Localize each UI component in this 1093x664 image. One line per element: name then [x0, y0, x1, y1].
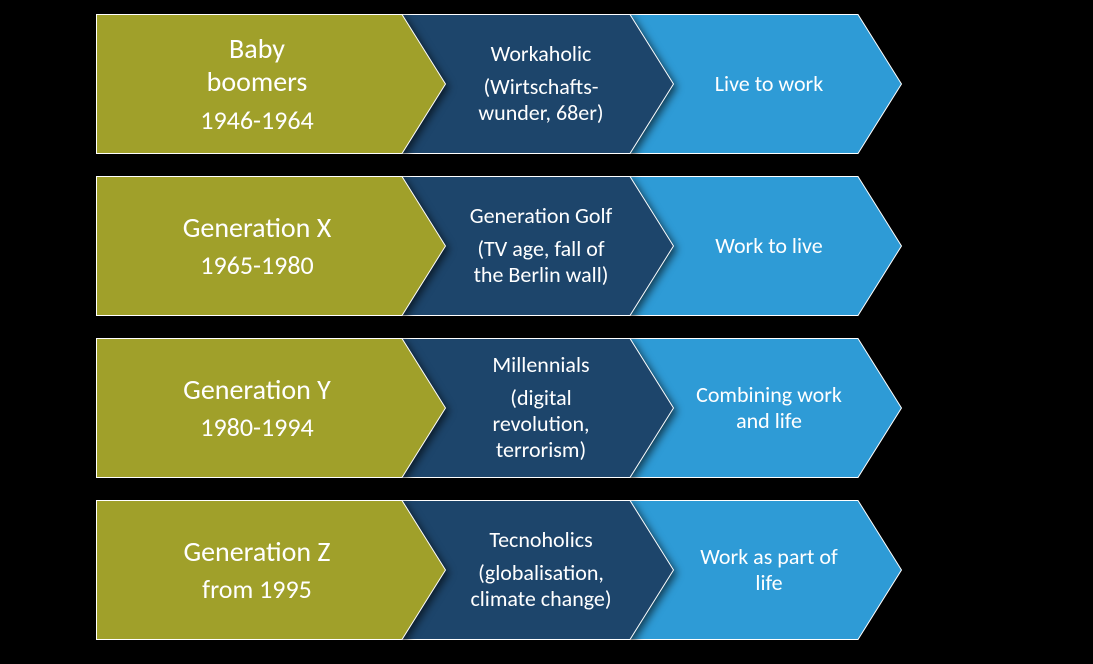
col1-title-row2: Generation Y [183, 373, 331, 407]
col1-sub-row0: 1946-1964 [200, 105, 313, 136]
col1-title-row0: Baby boomers [207, 32, 308, 99]
col1-sub-row2: 1980-1994 [200, 412, 313, 443]
col3-text-row2: Combining work and life [696, 382, 842, 435]
col2-title-row2: Millennials [492, 352, 589, 378]
col2-sub-row2: (digital revolution, terrorism) [492, 385, 589, 464]
col1-sub-row3: from 1995 [202, 574, 312, 605]
chevron-row3-col1: Generation Z from 1995 [96, 500, 446, 640]
col1-title-row1: Generation X [183, 211, 332, 245]
col2-title-row3: Tecnoholics [489, 527, 592, 553]
chevron-row0-col1: Baby boomers 1946-1964 [96, 14, 446, 154]
col3-text-row0: Live to work [715, 71, 823, 97]
chevron-row1-col1: Generation X 1965-1980 [96, 176, 446, 316]
col1-title-row3: Generation Z [183, 535, 330, 569]
col1-sub-row1: 1965-1980 [200, 250, 313, 281]
col2-title-row0: Workaholic [491, 41, 592, 67]
col2-title-row1: Generation Golf [470, 203, 613, 229]
col2-sub-row1: (TV age, fall of the Berlin wall) [474, 236, 609, 289]
col3-text-row3: Work as part of life [700, 544, 837, 597]
chevron-row2-col1: Generation Y 1980-1994 [96, 338, 446, 478]
col3-text-row1: Work to live [715, 233, 822, 259]
col2-sub-row0: (Wirtschafts- wunder, 68er) [478, 74, 603, 127]
col2-sub-row3: (globalisation, climate change) [470, 560, 611, 613]
